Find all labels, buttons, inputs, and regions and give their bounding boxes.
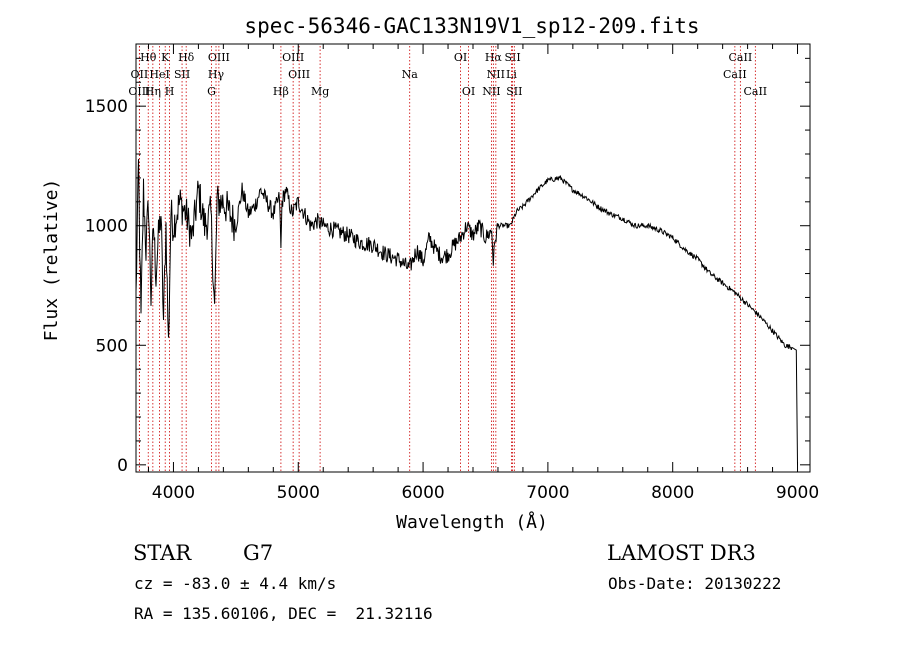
axes bbox=[135, 43, 811, 473]
line-marker-label: NII bbox=[482, 85, 500, 98]
line-marker-label: Hδ bbox=[178, 51, 195, 64]
line-marker-label: Na bbox=[402, 68, 419, 81]
ticks: 4000 5000 6000 7000 8000 9000 0 500 1000 1500 bbox=[85, 44, 819, 503]
line-marker-label: Li bbox=[506, 68, 517, 81]
line-marker-label: Hγ bbox=[208, 68, 225, 81]
line-marker-label: Hη bbox=[145, 85, 161, 98]
line-marker-label: SII bbox=[504, 51, 520, 64]
line-marker-label: OIII bbox=[288, 68, 310, 81]
line-marker-label: HeI bbox=[149, 68, 169, 81]
line-marker-label: CaII bbox=[729, 51, 753, 64]
y-tick-label: 500 bbox=[96, 336, 128, 356]
x-axis-label: Wavelength (Å) bbox=[396, 511, 548, 533]
plot-frame bbox=[135, 43, 811, 473]
line-marker-label: CaII bbox=[743, 85, 767, 98]
x-tick-label: 5000 bbox=[277, 483, 320, 503]
x-tick-label: 4000 bbox=[152, 483, 195, 503]
line-marker-label: G bbox=[207, 85, 216, 98]
line-marker-label: SII bbox=[174, 68, 190, 81]
line-marker-label: SII bbox=[506, 85, 522, 98]
line-marker-label: NII bbox=[487, 68, 505, 81]
line-marker-label: Hα bbox=[485, 51, 503, 64]
spectrum-line bbox=[135, 159, 798, 465]
y-tick-label: 0 bbox=[117, 456, 128, 476]
x-tick-label: 7000 bbox=[526, 483, 569, 503]
redshift-velocity: cz = -83.0 ± 4.4 km/s bbox=[134, 574, 337, 593]
x-tick-label: 9000 bbox=[776, 483, 819, 503]
spectrum-series bbox=[135, 159, 798, 465]
line-marker-label: OIII bbox=[128, 85, 150, 98]
line-marker-label: K bbox=[161, 51, 170, 64]
observation-date: Obs-Date: 20130222 bbox=[608, 574, 782, 593]
y-tick-label: 1000 bbox=[85, 217, 128, 237]
ra-dec: RA = 135.60106, DEC = 21.32116 bbox=[134, 604, 433, 623]
line-marker-label: H bbox=[165, 85, 175, 98]
line-marker-label: OI bbox=[462, 85, 475, 98]
line-marker-label: Hθ bbox=[140, 51, 157, 64]
survey-name: LAMOST DR3 bbox=[607, 541, 756, 565]
spectrum-chart: spec-56346-GAC133N19V1_sp12-209.fits OII… bbox=[41, 14, 819, 533]
y-axis-label: Flux (relative) bbox=[41, 179, 62, 342]
line-marker-label: Mg bbox=[311, 85, 329, 98]
chart-title: spec-56346-GAC133N19V1_sp12-209.fits bbox=[244, 14, 699, 38]
line-marker-label: OI bbox=[454, 51, 467, 64]
line-marker-label: CaII bbox=[723, 68, 747, 81]
object-class: STAR bbox=[133, 541, 192, 565]
line-marker-label: Hβ bbox=[273, 85, 289, 98]
x-tick-label: 8000 bbox=[651, 483, 694, 503]
line-marker-label: OIII bbox=[282, 51, 304, 64]
y-tick-label: 1500 bbox=[85, 97, 128, 117]
line-marker-label: OIII bbox=[208, 51, 230, 64]
object-subclass: G7 bbox=[243, 541, 274, 565]
x-tick-label: 6000 bbox=[401, 483, 444, 503]
